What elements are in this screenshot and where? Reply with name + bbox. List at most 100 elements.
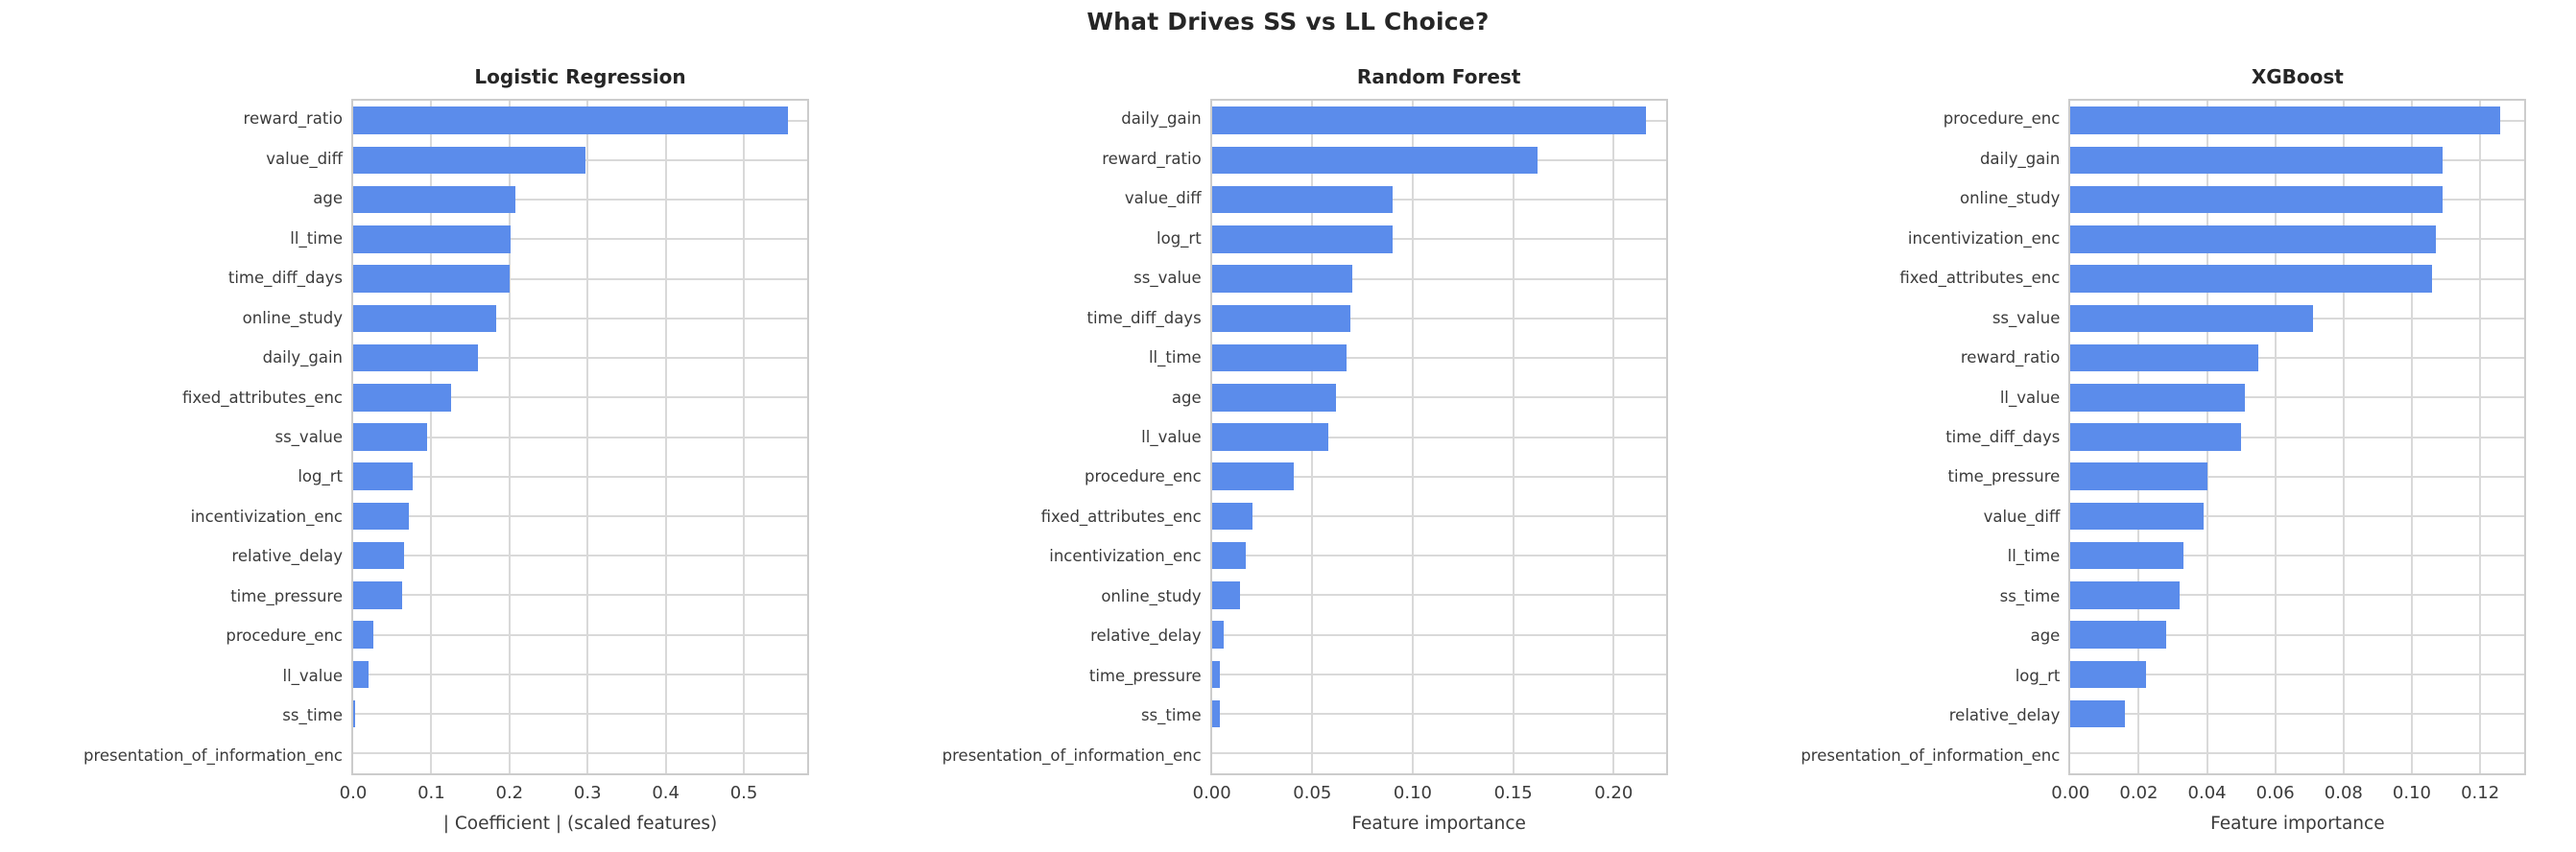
x-tick-label: 0.5: [729, 783, 758, 803]
y-gridline: [353, 238, 807, 241]
chart-xgboost: XGBoost procedure_enc daily_gain online_st…: [1717, 0, 2576, 852]
y-tick-label: incentivization_enc: [1907, 228, 2061, 248]
bar-online_study: [1211, 581, 1240, 609]
x-tick-label: 0.15: [1493, 783, 1533, 803]
y-tick-label: relative_delay: [1948, 706, 2061, 725]
bar-age: [2070, 621, 2166, 649]
x-axis-label: Feature importance: [1351, 814, 1526, 834]
bar-ss_value: [1211, 265, 1353, 293]
y-tick-label: age: [2030, 627, 2061, 646]
bar-procedure_enc: [353, 621, 374, 649]
y-gridline: [1211, 396, 1666, 399]
x-tick-label: 0.00: [1192, 783, 1231, 803]
y-tick-label: ss_time: [1140, 706, 1202, 725]
y-gridline: [353, 633, 807, 636]
bar-ss_time: [2070, 581, 2181, 609]
bar-ll_time: [353, 225, 511, 253]
x-tick-label: 0.4: [652, 783, 680, 803]
y-gridline: [1211, 673, 1666, 675]
y-gridline: [353, 277, 807, 280]
bar-incentivization_enc: [2070, 225, 2436, 253]
y-tick-label: time_diff_days: [1945, 427, 2061, 446]
y-tick-label: ss_value: [274, 427, 343, 446]
bar-incentivization_enc: [1211, 541, 1247, 570]
x-tick-label: 0.04: [2187, 783, 2227, 803]
bar-log_rt: [2070, 660, 2146, 689]
plot-area: [2068, 99, 2527, 775]
x-tick-label: 0.1: [417, 783, 445, 803]
y-tick-label: time_pressure: [230, 586, 343, 605]
bar-fixed_attributes_enc: [353, 384, 451, 412]
y-gridline: [2070, 396, 2525, 399]
x-tick-label: 0.12: [2461, 783, 2500, 803]
bar-log_rt: [1211, 225, 1394, 253]
y-tick-label: daily_gain: [1979, 149, 2061, 168]
y-gridline: [2070, 357, 2525, 360]
chart-random-forest: Random Forest daily_gain reward_ratio valu…: [859, 0, 1718, 852]
chart-title: Logistic Regression: [474, 65, 686, 88]
y-tick-label: age: [1171, 388, 1202, 407]
y-tick-label: presentation_of_information_enc: [942, 746, 1202, 765]
y-gridline: [353, 514, 807, 517]
y-tick-label: daily_gain: [1121, 109, 1202, 129]
x-tick-label: 0.05: [1293, 783, 1332, 803]
y-gridline: [353, 436, 807, 438]
y-tick-label: procedure_enc: [1943, 109, 2061, 129]
bar-relative_delay: [353, 541, 404, 570]
y-tick-label: relative_delay: [231, 547, 343, 566]
y-tick-label: reward_ratio: [1960, 348, 2061, 367]
x-tick-label: 0.20: [1594, 783, 1634, 803]
y-tick-label: reward_ratio: [1102, 149, 1202, 168]
x-axis-label: Feature importance: [2210, 814, 2385, 834]
y-gridline: [1211, 436, 1666, 438]
bar-ss_time: [353, 699, 355, 728]
bar-value_diff: [1211, 185, 1394, 214]
bar-online_study: [353, 304, 496, 333]
y-tick-label: relative_delay: [1090, 627, 1202, 646]
y-tick-label: incentivization_enc: [190, 507, 343, 526]
x-tick-label: 0.06: [2255, 783, 2295, 803]
bar-ll_time: [1211, 343, 1347, 372]
bar-ll_time: [2070, 541, 2183, 570]
bar-age: [353, 185, 516, 214]
bar-daily_gain: [353, 343, 479, 372]
bar-procedure_enc: [1211, 462, 1295, 490]
y-gridline: [353, 396, 807, 399]
y-gridline: [2070, 436, 2525, 438]
y-gridline: [2070, 633, 2525, 636]
y-gridline: [1211, 713, 1666, 716]
bar-log_rt: [353, 462, 413, 490]
y-gridline: [353, 357, 807, 360]
y-gridline: [353, 555, 807, 557]
x-tick-label: 0.3: [573, 783, 602, 803]
y-tick-label: online_study: [1960, 189, 2061, 208]
y-tick-label: reward_ratio: [243, 109, 343, 129]
y-gridline: [1211, 199, 1666, 201]
x-tick-label: 0.0: [339, 783, 368, 803]
x-tick-label: 0.00: [2051, 783, 2090, 803]
y-tick-label: ss_time: [1999, 586, 2061, 605]
y-tick-label: ss_value: [1992, 308, 2061, 327]
chart-title: XGBoost: [2251, 65, 2344, 88]
y-axis-labels: daily_gain reward_ratio value_diff log_rt ss…: [859, 99, 1202, 775]
y-tick-label: time_pressure: [1088, 666, 1202, 685]
y-gridline: [1211, 594, 1666, 597]
bar-online_study: [2070, 185, 2443, 214]
y-tick-label: age: [313, 189, 343, 208]
bar-ss_value: [2070, 304, 2313, 333]
y-tick-label: ss_time: [282, 706, 343, 725]
y-tick-label: ll_value: [282, 666, 344, 685]
y-gridline: [353, 752, 807, 755]
y-tick-label: daily_gain: [262, 348, 343, 367]
y-tick-label: procedure_enc: [226, 627, 343, 646]
chart-title: Random Forest: [1356, 65, 1521, 88]
y-axis-labels: reward_ratio value_diff age ll_time time_dif…: [0, 99, 343, 775]
y-tick-label: presentation_of_information_enc: [1801, 746, 2061, 765]
y-tick-label: incentivization_enc: [1049, 547, 1202, 566]
x-tick-label: 0.10: [1393, 783, 1432, 803]
y-gridline: [1211, 357, 1666, 360]
bar-time_diff_days: [2070, 423, 2242, 451]
bar-time_pressure: [2070, 462, 2207, 490]
bar-relative_delay: [1211, 621, 1225, 649]
